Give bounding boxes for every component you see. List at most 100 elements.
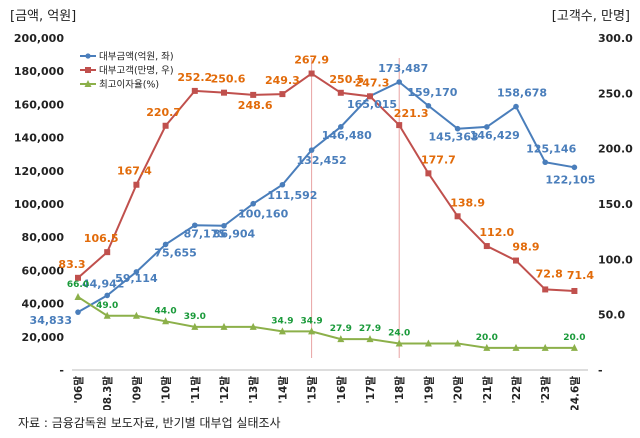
- right-tick-label: 150.0: [598, 198, 633, 211]
- rate-point: [366, 335, 374, 343]
- rate-point: [454, 339, 462, 347]
- customer-data-label: 138.9: [450, 196, 485, 209]
- customer-point: [337, 89, 344, 96]
- customer-point: [454, 213, 461, 220]
- right-axis: - 50.0 100.0 150.0 200.0 250.0 300.0: [598, 32, 633, 377]
- legend-label: 대부고객(만명, 우): [99, 66, 174, 77]
- amount-point: [571, 164, 578, 171]
- amount-data-label: 86,904: [213, 228, 256, 241]
- left-tick-label: 140,000: [14, 132, 64, 145]
- x-tick-label: '19말: [423, 376, 435, 404]
- right-tick-label: 100.0: [598, 253, 633, 266]
- rate-data-label: 39.0: [184, 312, 206, 322]
- amount-point: [250, 200, 256, 207]
- customer-data-label: 72.8: [536, 267, 563, 280]
- customer-data-label: 83.3: [58, 258, 85, 271]
- x-tick-label: '13말: [248, 376, 260, 404]
- legend-label: 대부금액(억원, 좌): [99, 51, 174, 63]
- left-tick-label: 100,000: [14, 198, 64, 211]
- rate-data-label: 34.9: [300, 316, 322, 326]
- legend-marker: [84, 80, 92, 87]
- amount-point: [454, 125, 461, 132]
- left-tick-label: 120,000: [14, 165, 64, 178]
- rate-data-label: 27.9: [359, 324, 381, 334]
- x-tick-label: '22말: [511, 376, 523, 404]
- customer-data-label: 177.7: [421, 153, 456, 166]
- series-line: [77, 296, 575, 349]
- right-axis-unit: [고객수, 만명]: [552, 9, 630, 24]
- amount-point: [133, 269, 140, 275]
- rate-point: [132, 311, 140, 319]
- amount-data-label: 75,655: [154, 246, 196, 259]
- customer-point: [308, 70, 315, 77]
- rate-point: [191, 322, 199, 330]
- amount-point: [279, 181, 286, 188]
- customer-data-label: 167.4: [117, 165, 152, 178]
- rate-point: [103, 311, 111, 319]
- customer-point: [571, 287, 578, 294]
- amount-point: [75, 309, 81, 315]
- rate-data-label: 49.0: [96, 301, 118, 311]
- rate-data-label: 20.0: [476, 333, 498, 343]
- amount-data-label: 34,833: [30, 314, 72, 327]
- x-tick-label: '23말: [540, 376, 552, 404]
- customer-point: [483, 243, 490, 250]
- customer-data-label: 247.3: [355, 76, 390, 89]
- x-tick-label: 24.6말: [569, 376, 581, 410]
- customer-data-label: 106.5: [84, 232, 119, 245]
- customer-data-label: 250.5: [329, 73, 364, 86]
- rate-point: [220, 322, 228, 330]
- left-axis: - 20,000 40,000 60,000 80,000 100,000 120,000 1…: [14, 32, 64, 377]
- rate-data-label: 44.0: [154, 306, 176, 316]
- amount-point: [338, 124, 344, 130]
- rate-data-label: 20.0: [563, 333, 585, 343]
- right-tick-label: 50.0: [598, 309, 625, 322]
- customer-point: [279, 91, 286, 98]
- x-tick-label: '20말: [453, 376, 465, 404]
- amount-point: [425, 102, 432, 109]
- legend-label: 최고이자율(%): [99, 80, 159, 91]
- rate-data-label: 24.0: [388, 328, 410, 338]
- customer-data-label: 248.6: [238, 99, 273, 112]
- rate-point: [278, 327, 286, 335]
- customer-data-label: 249.3: [265, 74, 300, 87]
- rate-point: [541, 343, 549, 351]
- x-tick-label: '21말: [482, 376, 494, 404]
- x-tick-label: '15말: [307, 376, 319, 404]
- left-tick-label: 180,000: [14, 65, 64, 78]
- customer-point: [542, 286, 549, 293]
- x-tick-label: '12말: [219, 376, 231, 404]
- amount-data-label: 59,114: [115, 272, 158, 285]
- customer-point: [162, 122, 169, 129]
- amount-point: [396, 79, 403, 85]
- rate-point: [162, 317, 170, 325]
- customer-data-label: 71.4: [567, 269, 594, 282]
- customer-point: [367, 93, 373, 100]
- rate-point: [512, 343, 520, 351]
- amount-point: [484, 124, 490, 130]
- x-tick-label: '16말: [336, 376, 348, 404]
- rate-point: [483, 343, 491, 351]
- x-tick-label: '14말: [277, 376, 289, 404]
- customer-data-label: 250.6: [211, 73, 246, 86]
- amount-data-label: 159,170: [407, 86, 457, 99]
- amount-data-label: 165,015: [347, 98, 397, 111]
- customer-data-label: 98.9: [512, 241, 539, 254]
- rate-point: [570, 343, 578, 351]
- x-tick-label: '09말: [131, 376, 143, 404]
- legend-marker: [85, 67, 91, 73]
- x-tick-label: '18말: [394, 376, 406, 404]
- left-tick-label: 200,000: [14, 32, 64, 45]
- left-tick-label: 40,000: [22, 298, 65, 311]
- amount-point: [513, 103, 519, 110]
- rate-data-label: 34.9: [271, 316, 293, 326]
- amount-data-label: 87,175: [184, 227, 226, 240]
- amount-data-label: 111,592: [267, 189, 317, 202]
- rate-data-label: 27.9: [330, 324, 352, 334]
- amount-point: [221, 222, 227, 229]
- rate-point: [74, 292, 82, 300]
- amount-data-label: 132,452: [297, 154, 347, 167]
- amount-point: [192, 222, 198, 229]
- customer-point: [396, 122, 403, 129]
